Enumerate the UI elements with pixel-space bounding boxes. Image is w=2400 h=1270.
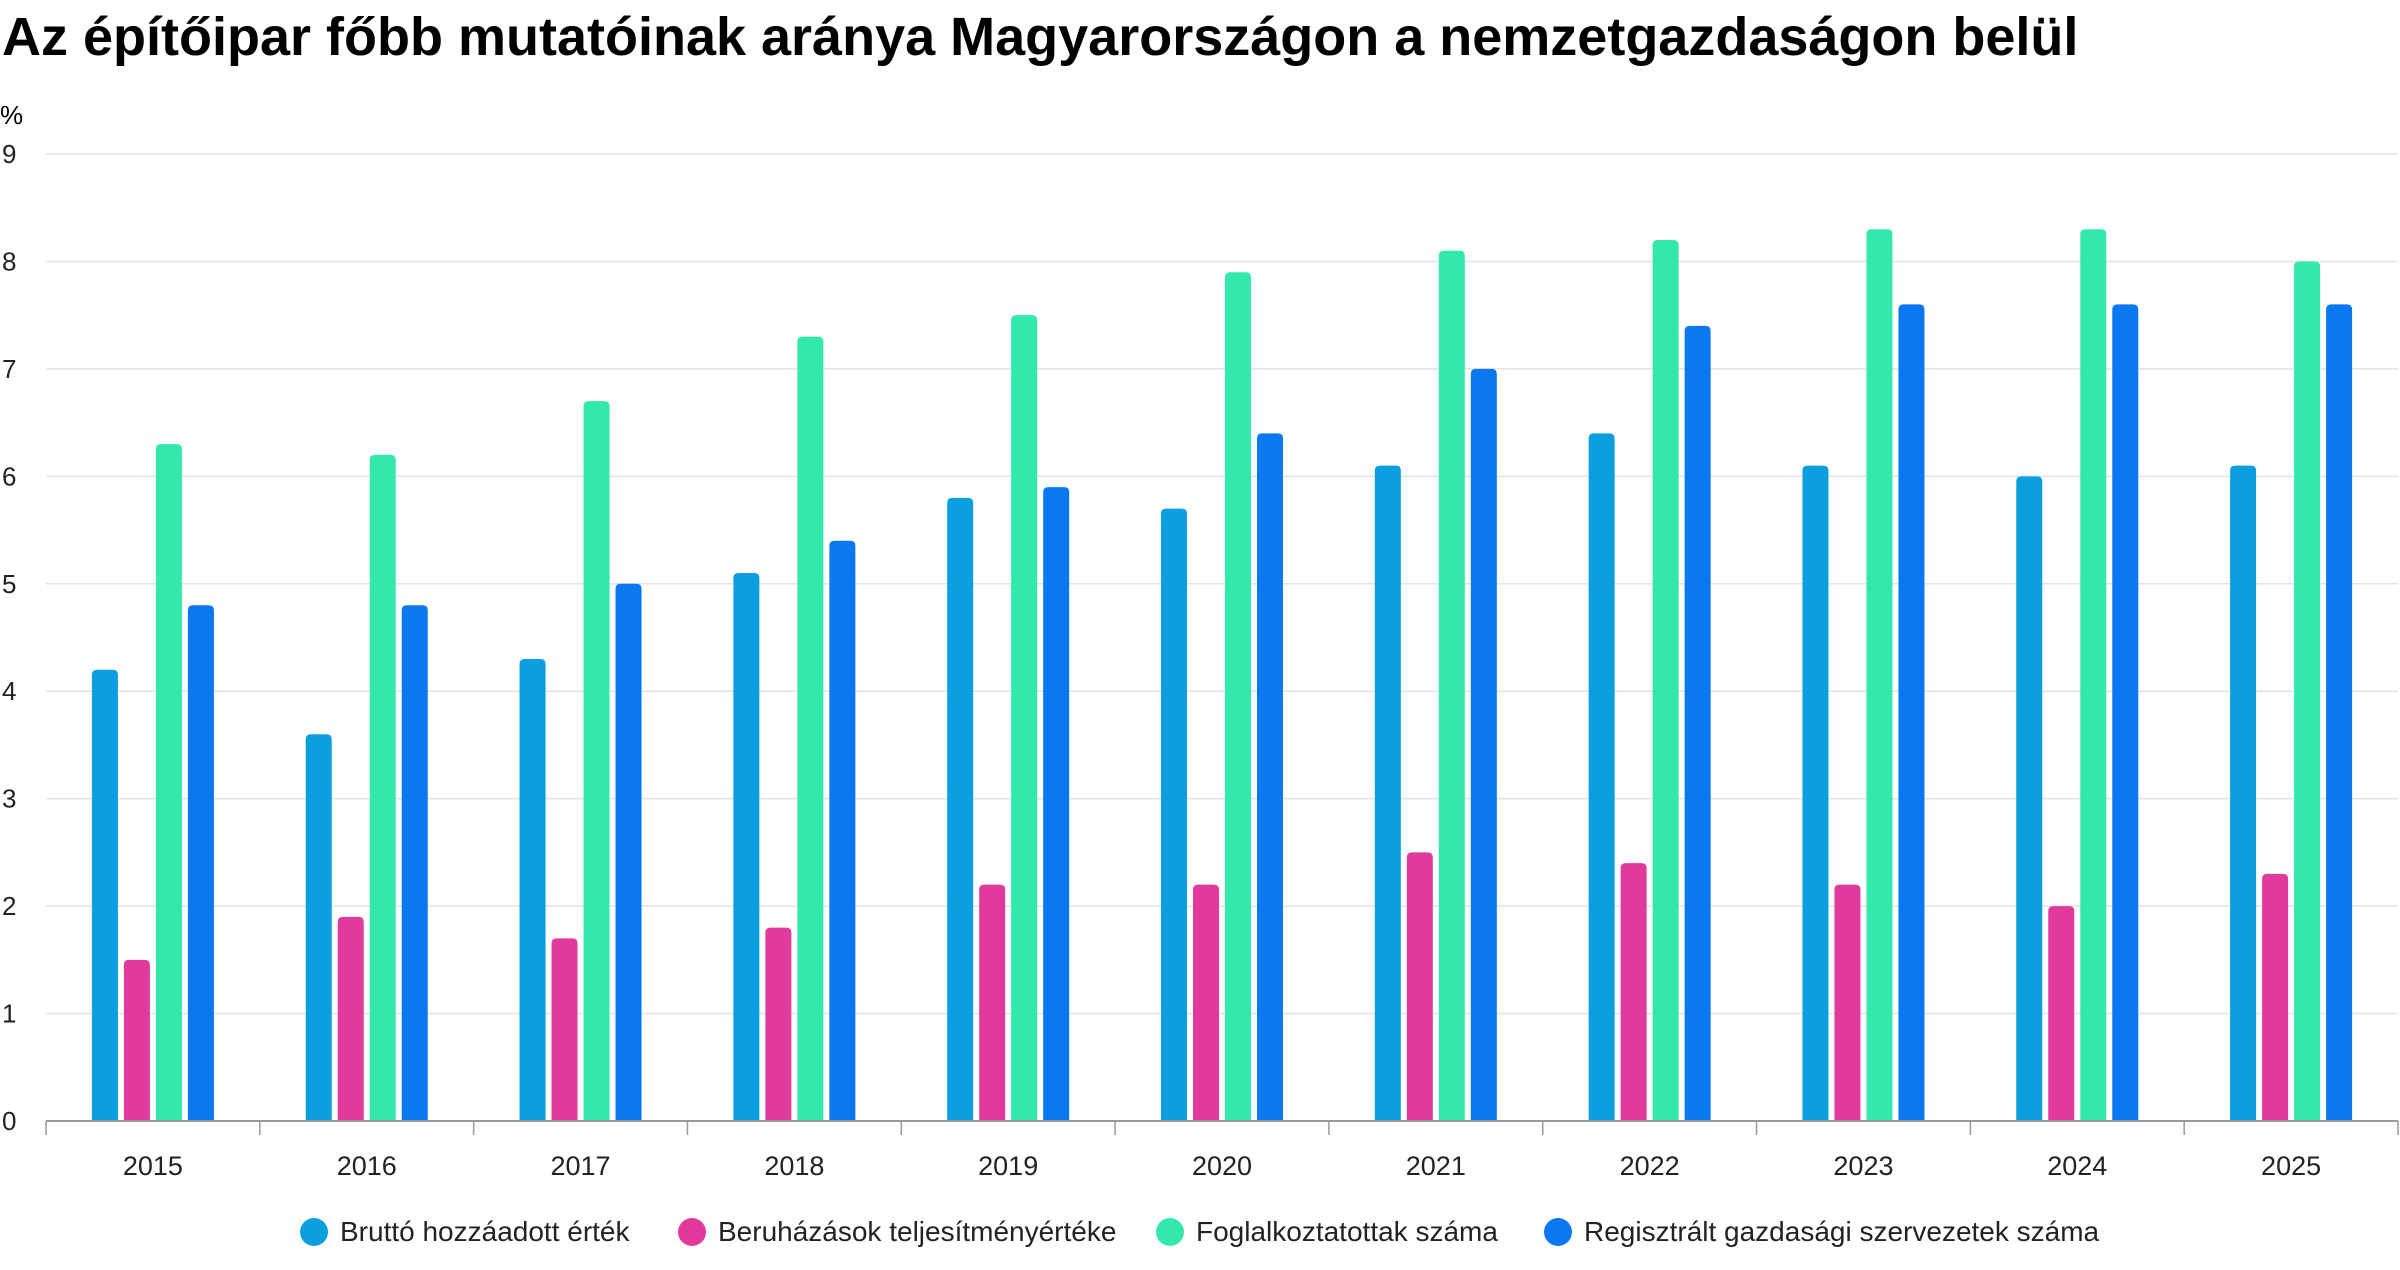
x-tick-label: 2019	[978, 1151, 1038, 1181]
bar	[1193, 884, 1219, 1121]
x-axis	[45, 1120, 2399, 1135]
bar	[765, 927, 792, 1121]
y-axis-ticks: 0 1 2 3 4 5 6 7 8 9	[2, 139, 16, 1136]
bar	[1406, 852, 1433, 1121]
y-tick-label: 6	[2, 461, 16, 491]
bar	[1866, 229, 1893, 1121]
bar	[1161, 508, 1187, 1122]
y-tick-label: 7	[2, 354, 16, 384]
bar	[519, 658, 546, 1121]
bar	[91, 669, 118, 1121]
legend-label: Beruházások teljesítményértéke	[718, 1216, 1117, 1247]
bar	[979, 884, 1006, 1121]
bar	[615, 583, 642, 1121]
chart-title: Az építőipar főbb mutatóinak aránya Magy…	[2, 7, 2079, 67]
x-tick-label: 2018	[764, 1151, 824, 1181]
x-tick-label: 2016	[337, 1151, 397, 1181]
bar	[1620, 863, 1647, 1121]
y-tick-label: 2	[2, 891, 16, 921]
x-tick-label: 2025	[2261, 1151, 2321, 1181]
x-tick-label: 2017	[551, 1151, 611, 1181]
bar	[1684, 325, 1711, 1121]
bar	[1470, 368, 1497, 1121]
bar	[947, 497, 974, 1121]
bar	[797, 336, 824, 1122]
legend-label: Regisztrált gazdasági szervezetek száma	[1584, 1216, 2100, 1247]
bar	[155, 444, 182, 1122]
y-tick-label: 3	[2, 784, 16, 814]
bars	[91, 229, 2353, 1122]
bar	[123, 959, 150, 1121]
bar	[2016, 476, 2043, 1121]
gridlines	[46, 153, 2398, 1015]
legend-swatch	[300, 1218, 328, 1246]
legend-item: Regisztrált gazdasági szervezetek száma	[1544, 1212, 2099, 1252]
legend-swatch	[1156, 1218, 1184, 1246]
x-tick-label: 2015	[123, 1151, 183, 1181]
bar	[2112, 304, 2139, 1121]
x-tick-label: 2022	[1620, 1151, 1680, 1181]
y-tick-label: 5	[2, 569, 16, 599]
y-tick-label: 8	[2, 246, 16, 276]
y-tick-label: 1	[2, 999, 16, 1029]
bar	[551, 938, 578, 1121]
bar	[1257, 433, 1283, 1121]
x-tick-label: 2020	[1192, 1151, 1252, 1181]
bar	[2230, 465, 2257, 1122]
x-tick-label: 2023	[1833, 1151, 1893, 1181]
bar	[401, 605, 428, 1121]
x-axis-ticks: 2015 2016 2017 2018 2019 2020 2021 2022 2023 2024…	[123, 1151, 2321, 1181]
legend-item: Foglalkoztatottak száma	[1156, 1212, 1498, 1252]
y-tick-label: 0	[2, 1106, 16, 1136]
y-axis-unit-label: %	[0, 100, 24, 130]
bar	[1043, 487, 1070, 1122]
chart-legend: Bruttó hozzáadott érték Beruházások telje…	[0, 1212, 2400, 1252]
bar	[1225, 272, 1251, 1121]
bar	[829, 540, 856, 1121]
bar	[1802, 465, 1829, 1122]
bar	[1011, 315, 1038, 1122]
bar	[1588, 433, 1615, 1121]
bar	[1374, 465, 1401, 1122]
legend-label: Bruttó hozzáadott érték	[340, 1216, 630, 1247]
bar	[369, 454, 396, 1121]
bar	[2294, 261, 2321, 1121]
y-tick-label: 9	[2, 139, 16, 169]
x-tick-label: 2024	[2047, 1151, 2107, 1181]
x-tick-label: 2021	[1406, 1151, 1466, 1181]
bar	[2326, 304, 2353, 1121]
legend-swatch	[1544, 1218, 1572, 1246]
legend-item: Beruházások teljesítményértéke	[678, 1212, 1116, 1252]
legend-item: Bruttó hozzáadott érték	[300, 1212, 630, 1252]
bar	[2262, 873, 2289, 1121]
bar	[305, 734, 332, 1121]
bar	[1652, 239, 1679, 1121]
bar	[733, 573, 760, 1121]
legend-label: Foglalkoztatottak száma	[1196, 1216, 1498, 1247]
bar	[1898, 304, 1925, 1121]
bar	[1834, 884, 1861, 1121]
legend-swatch	[678, 1218, 706, 1246]
bar	[583, 401, 610, 1122]
bar	[2080, 229, 2107, 1121]
y-tick-label: 4	[2, 676, 16, 706]
bar	[337, 916, 364, 1121]
bar	[187, 605, 214, 1121]
bar	[2048, 906, 2075, 1121]
bar	[1438, 250, 1465, 1121]
